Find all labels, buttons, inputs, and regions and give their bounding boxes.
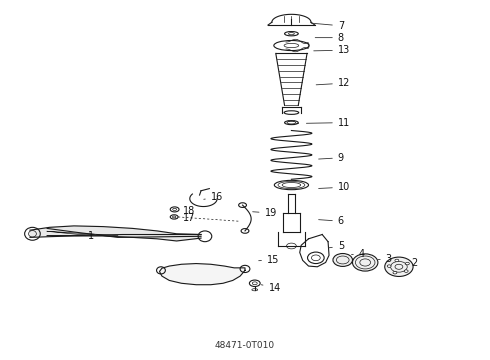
Text: 7: 7	[311, 21, 344, 31]
Text: 48471-0T010: 48471-0T010	[215, 341, 275, 350]
Ellipse shape	[352, 254, 378, 271]
Text: 5: 5	[328, 241, 344, 251]
Text: 18: 18	[176, 206, 195, 216]
Text: 11: 11	[306, 118, 350, 128]
Ellipse shape	[404, 270, 408, 273]
Text: 16: 16	[204, 192, 223, 202]
Text: 15: 15	[259, 255, 279, 265]
Text: 1: 1	[88, 231, 96, 240]
Text: 8: 8	[315, 33, 344, 42]
Ellipse shape	[405, 262, 409, 265]
Polygon shape	[159, 264, 245, 285]
Text: 6: 6	[318, 216, 344, 226]
Ellipse shape	[385, 257, 413, 276]
Text: 12: 12	[316, 78, 350, 88]
Text: 19: 19	[253, 208, 277, 218]
Ellipse shape	[393, 271, 397, 274]
Text: 13: 13	[314, 45, 350, 55]
Text: 14: 14	[261, 283, 281, 293]
Text: 9: 9	[318, 153, 344, 163]
Text: 17: 17	[175, 213, 196, 223]
Ellipse shape	[333, 253, 352, 266]
Text: 4: 4	[351, 248, 365, 258]
Text: 2: 2	[405, 258, 417, 268]
Ellipse shape	[387, 265, 391, 267]
Ellipse shape	[395, 259, 399, 262]
Polygon shape	[30, 226, 201, 241]
Text: 10: 10	[318, 182, 350, 192]
Text: 3: 3	[378, 254, 392, 264]
